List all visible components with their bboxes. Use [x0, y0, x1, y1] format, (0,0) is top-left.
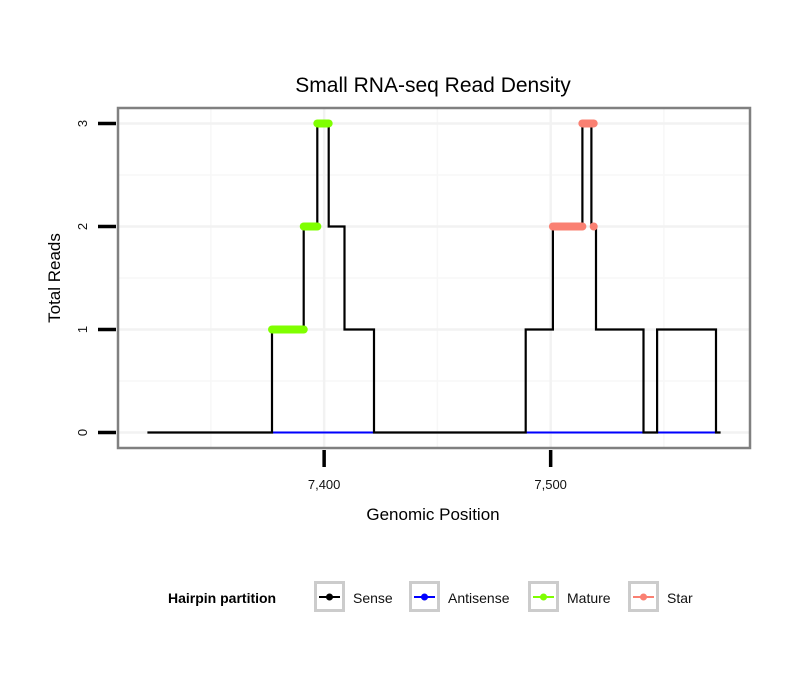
legend-label: Star [667, 590, 693, 606]
legend-label: Sense [353, 590, 393, 606]
axes: 0 1 2 3 7,400 7,500 [75, 120, 567, 492]
y-tick-label: 0 [75, 429, 90, 436]
legend-title: Hairpin partition [168, 590, 276, 606]
x-axis-title: Genomic Position [366, 505, 499, 524]
chart-title: Small RNA-seq Read Density [295, 74, 571, 97]
legend-entry-star: Star [628, 581, 693, 612]
y-tick-label: 1 [75, 326, 90, 333]
legend-key-point [421, 593, 428, 601]
legend: Hairpin partition Sense Antisense Mature St… [168, 581, 693, 612]
panel-border [116, 106, 752, 450]
y-axis-title: Total Reads [45, 233, 64, 323]
legend-entry-antisense: Antisense [409, 581, 510, 612]
y-tick-label: 2 [75, 223, 90, 230]
legend-key-box [314, 581, 345, 612]
legend-key-point [326, 593, 333, 601]
legend-entry-sense: Sense [314, 581, 393, 612]
x-tick-label: 7,500 [534, 477, 567, 492]
y-tick-label: 3 [75, 120, 90, 127]
plot-panel [118, 108, 750, 448]
legend-label: Mature [567, 590, 611, 606]
legend-label: Antisense [448, 590, 510, 606]
legend-entry-mature: Mature [528, 581, 611, 612]
data-layer [147, 119, 721, 434]
legend-key-point [640, 593, 647, 601]
legend-key-point [540, 593, 547, 601]
x-tick-label: 7,400 [308, 477, 341, 492]
